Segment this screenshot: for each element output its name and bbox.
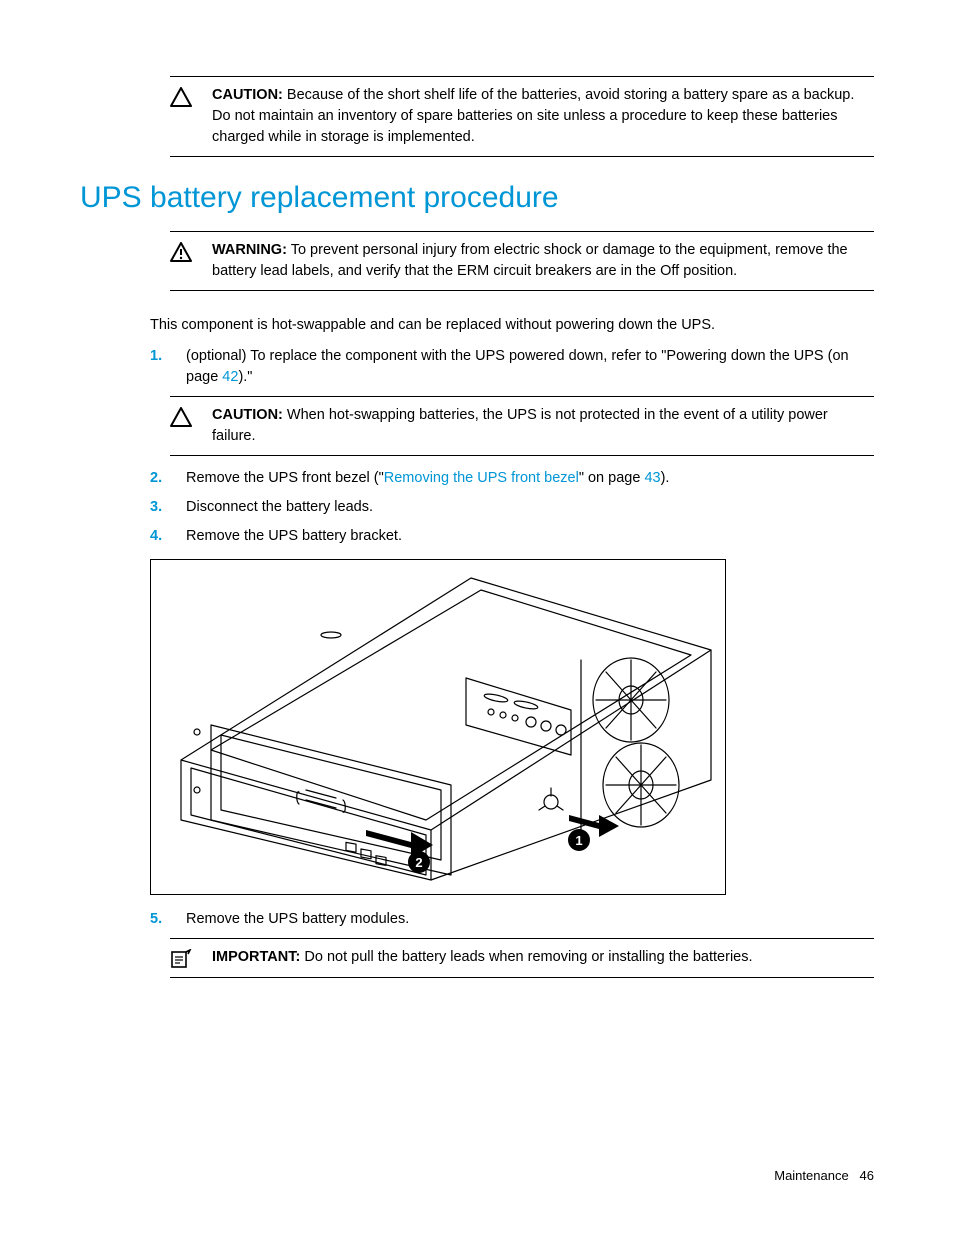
svg-text:2: 2 [415, 855, 422, 870]
step-5: 5. Remove the UPS battery modules. [150, 909, 874, 930]
step-4: 4. Remove the UPS battery bracket. [150, 526, 874, 547]
caution-icon [170, 405, 212, 447]
step-number: 2. [150, 468, 162, 489]
caution-callout-2: CAUTION: When hot-swapping batteries, th… [170, 396, 874, 456]
caution-body: Because of the short shelf life of the b… [212, 87, 854, 145]
warning-body: To prevent personal injury from electric… [212, 242, 848, 279]
step-number: 1. [150, 346, 162, 367]
page-footer: Maintenance 46 [774, 1168, 874, 1183]
step-number: 3. [150, 497, 162, 518]
caution-callout: CAUTION: Because of the short shelf life… [170, 76, 874, 157]
warning-text: WARNING: To prevent personal injury from… [212, 240, 874, 282]
caution-label: CAUTION: [212, 87, 283, 103]
step-text: Remove the UPS front bezel (" [186, 470, 384, 486]
step-number: 5. [150, 909, 162, 930]
warning-callout: WARNING: To prevent personal injury from… [170, 231, 874, 291]
important-label: IMPORTANT: [212, 949, 300, 965]
caution-icon [170, 85, 212, 148]
intro-text: This component is hot-swappable and can … [150, 315, 874, 336]
step-1: 1. (optional) To replace the component w… [150, 346, 874, 388]
important-icon [170, 947, 212, 969]
step-text: (optional) To replace the component with… [186, 348, 849, 385]
caution-text: CAUTION: When hot-swapping batteries, th… [212, 405, 874, 447]
caution-text: CAUTION: Because of the short shelf life… [212, 85, 874, 148]
step-text-b: " on page [579, 470, 645, 486]
step-2: 2. Remove the UPS front bezel ("Removing… [150, 468, 874, 489]
step-text: Remove the UPS battery modules. [186, 911, 409, 927]
step-text-b: )." [238, 369, 252, 385]
important-callout: IMPORTANT: Do not pull the battery leads… [170, 938, 874, 978]
page-link[interactable]: 43 [644, 470, 660, 486]
step-number: 4. [150, 526, 162, 547]
step-3: 3. Disconnect the battery leads. [150, 497, 874, 518]
step-text: Remove the UPS battery bracket. [186, 528, 402, 544]
important-text: IMPORTANT: Do not pull the battery leads… [212, 947, 874, 969]
caution-label: CAUTION: [212, 407, 283, 423]
warning-label: WARNING: [212, 242, 287, 258]
caution-body: When hot-swapping batteries, the UPS is … [212, 407, 828, 444]
cross-ref-link[interactable]: Removing the UPS front bezel [384, 470, 579, 486]
step-text-c: ). [661, 470, 670, 486]
warning-icon [170, 240, 212, 282]
figure-battery-bracket: 2 1 [150, 559, 874, 895]
footer-page: 46 [860, 1168, 874, 1183]
step-text: Disconnect the battery leads. [186, 499, 373, 515]
section-title: UPS battery replacement procedure [80, 181, 874, 215]
page-link[interactable]: 42 [222, 369, 238, 385]
svg-text:1: 1 [575, 833, 582, 848]
important-body: Do not pull the battery leads when remov… [304, 949, 752, 965]
footer-section: Maintenance [774, 1168, 848, 1183]
